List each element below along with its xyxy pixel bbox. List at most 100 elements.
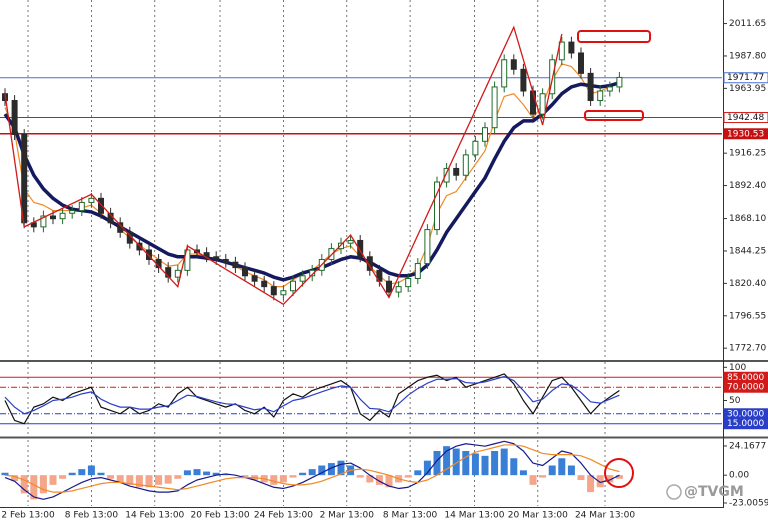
y-tick-label: 1868.10 <box>729 214 766 224</box>
watermark: @TVGM <box>684 484 744 500</box>
histogram-bar <box>529 475 537 485</box>
level-label-box <box>723 418 768 430</box>
candle-body <box>203 252 210 258</box>
x-tick-label: 8 Mar 13:00 <box>383 511 438 521</box>
histogram-bar <box>587 475 595 493</box>
candle-body <box>587 72 594 102</box>
x-tick-label: 14 Feb 13:00 <box>125 511 184 521</box>
y-tick-label: 1772.70 <box>729 344 766 354</box>
candle-body <box>568 41 575 54</box>
histogram-bar <box>155 475 163 485</box>
level-label: 70.0000 <box>727 383 764 393</box>
candle-body <box>232 261 239 269</box>
histogram-bar <box>174 475 182 479</box>
x-tick-label: 2 Feb 13:00 <box>1 511 55 521</box>
level-label-box <box>723 381 768 393</box>
candle-body <box>597 90 604 102</box>
histogram-bar <box>107 475 115 479</box>
candle-body <box>578 52 584 74</box>
indicator-line <box>4 444 620 493</box>
candle-body <box>424 229 431 265</box>
histogram-bar <box>193 469 201 476</box>
histogram-bar <box>404 475 412 478</box>
histogram-bar <box>462 451 470 476</box>
candle-body <box>59 212 66 220</box>
histogram-bar <box>375 475 383 485</box>
y-tick-label: 1844.25 <box>729 246 766 256</box>
y-tick-label: 2011.65 <box>729 19 766 29</box>
y-tick-label: 1963.95 <box>729 84 766 94</box>
level-label: 1930.53 <box>727 129 764 139</box>
histogram-bar <box>49 475 57 485</box>
candle-body <box>462 154 469 176</box>
histogram-bar <box>20 475 28 494</box>
level-label-box <box>723 128 768 140</box>
y-tick-label: 1987.80 <box>729 51 766 61</box>
histogram-bar <box>164 475 172 484</box>
candle-body <box>213 256 220 260</box>
candle-body <box>242 267 248 277</box>
histogram-bar <box>615 475 623 479</box>
candle-body <box>616 76 623 88</box>
y-tick-label: 24.1677 <box>729 441 766 451</box>
histogram-bar <box>385 475 393 488</box>
y-tick-label: 1820.40 <box>729 279 766 289</box>
histogram-bar <box>78 469 86 476</box>
y-tick-label: 1892.40 <box>729 181 766 191</box>
candle-body <box>184 249 191 271</box>
histogram-bar <box>423 460 431 476</box>
level-label: 30.0000 <box>727 409 764 419</box>
indicator-line <box>4 376 620 415</box>
histogram-bar <box>87 465 95 476</box>
annotation-box <box>577 30 651 43</box>
histogram-bar <box>183 470 191 476</box>
candle-body <box>78 201 85 212</box>
histogram-bar <box>452 448 460 476</box>
candle-body <box>434 181 440 231</box>
candle-body <box>290 280 296 292</box>
candle-body <box>270 286 277 296</box>
histogram-bar <box>1 472 9 476</box>
candle-body <box>88 197 95 203</box>
histogram-bar <box>68 472 76 476</box>
histogram-bar <box>135 475 143 488</box>
histogram-bar <box>241 475 249 478</box>
histogram-bar <box>337 460 345 476</box>
annotation-circle <box>604 458 634 488</box>
candle-body <box>472 140 479 156</box>
candle-body <box>606 86 613 92</box>
histogram-bar <box>366 475 374 483</box>
candle-body <box>510 59 517 70</box>
histogram-bar <box>11 475 19 482</box>
candle-body <box>40 215 47 228</box>
histogram-bar <box>539 475 547 478</box>
level-label: 1971.77 <box>727 73 764 83</box>
histogram-bar <box>212 472 220 476</box>
candle-body <box>539 93 546 115</box>
candle-body <box>136 242 143 251</box>
histogram-bar <box>596 475 604 488</box>
candle-body <box>338 242 344 250</box>
histogram-bar <box>116 475 124 483</box>
candle-body <box>414 263 421 279</box>
candle-body <box>98 197 104 214</box>
histogram-bar <box>327 463 335 476</box>
candle-body <box>366 256 373 271</box>
histogram-bar <box>433 451 441 476</box>
x-tick-label: 8 Feb 13:00 <box>65 511 119 521</box>
histogram-bar <box>270 475 278 485</box>
candle-body <box>558 41 565 61</box>
histogram-bar <box>481 455 489 476</box>
candle-body <box>21 133 28 224</box>
candle-body <box>501 59 508 88</box>
level-label-box <box>723 72 768 84</box>
candle-body <box>69 210 76 214</box>
candle-body <box>395 286 402 293</box>
histogram-bar <box>606 475 614 483</box>
y-tick-label: 0.00 <box>729 471 749 481</box>
candle-body <box>222 258 229 263</box>
histogram-bar <box>548 465 556 476</box>
